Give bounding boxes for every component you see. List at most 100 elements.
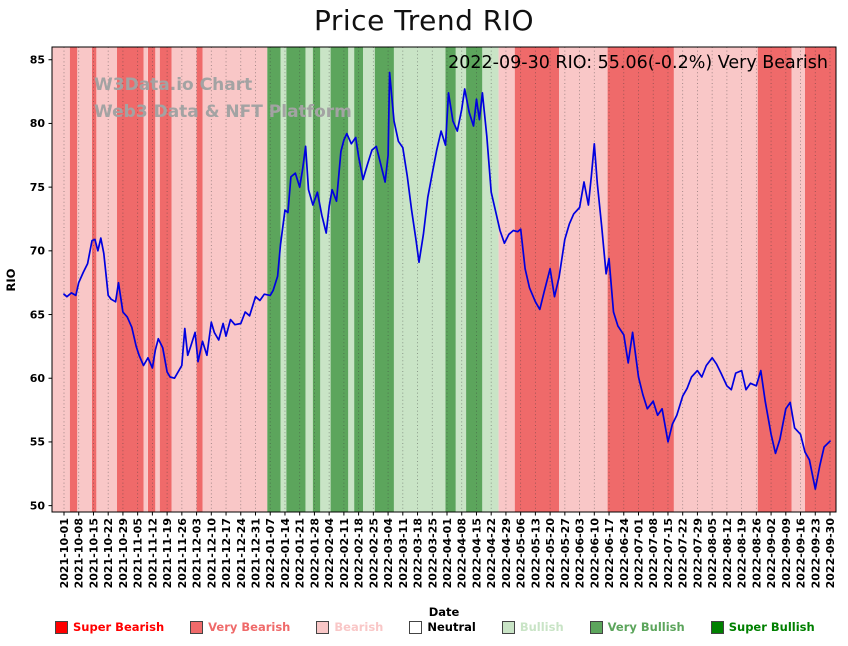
legend-label-very_bullish: Very Bullish [607, 620, 685, 634]
sentiment-band-very_bullish [466, 47, 483, 512]
x-tick-label: 2022-06-03 [574, 518, 587, 588]
x-tick-label: 2021-11-12 [146, 518, 159, 588]
legend-label-super_bullish: Super Bullish [728, 620, 815, 634]
sentiment-band-bullish [280, 47, 287, 512]
y-tick-label: 60 [30, 372, 46, 385]
sentiment-band-very_bullish [445, 47, 456, 512]
sentiment-band-very_bearish [159, 47, 172, 512]
sentiment-band-bullish [394, 47, 446, 512]
legend-label-neutral: Neutral [427, 620, 476, 634]
x-tick-label: 2022-04-01 [441, 518, 454, 588]
latest-value-annotation: 2022-09-30 RIO: 55.06(-0.2%) Very Bearis… [448, 53, 828, 73]
x-tick-label: 2021-10-01 [58, 518, 71, 588]
x-tick-label: 2022-09-16 [795, 518, 808, 589]
legend-item-neutral: Neutral [409, 620, 476, 634]
y-tick-label: 65 [30, 308, 45, 321]
x-tick-label: 2021-10-08 [73, 518, 86, 588]
legend-item-super_bullish: Super Bullish [710, 620, 815, 634]
x-tick-label: 2022-04-08 [456, 518, 469, 588]
x-tick-label: 2021-11-19 [161, 518, 174, 588]
x-tick-label: 2022-02-11 [338, 518, 351, 588]
sentiment-band-very_bullish [267, 47, 281, 512]
y-tick-label: 85 [30, 54, 45, 67]
x-tick-label: 2021-11-26 [176, 518, 189, 589]
sentiment-band-bullish [455, 47, 467, 512]
x-tick-label: 2022-03-25 [426, 518, 439, 588]
sentiment-band-bearish [559, 47, 608, 512]
x-tick-label: 2022-08-12 [721, 518, 734, 588]
y-axis-label: RIO [4, 268, 18, 291]
x-tick-label: 2022-03-11 [397, 518, 410, 588]
sentiment-band-bearish [498, 47, 515, 512]
x-tick-label: 2022-08-26 [750, 518, 763, 589]
x-tick-label: 2022-08-19 [736, 518, 749, 588]
sentiment-band-very_bearish [196, 47, 203, 512]
x-tick-label: 2022-07-01 [633, 518, 646, 588]
x-tick-label: 2021-12-31 [250, 518, 263, 588]
legend-label-bearish: Bearish [334, 620, 384, 634]
legend-swatch-very_bearish [190, 620, 204, 634]
x-tick-label: 2022-01-07 [264, 518, 277, 588]
x-tick-label: 2022-06-24 [618, 518, 631, 589]
x-tick-label: 2022-04-22 [485, 518, 498, 588]
x-tick-label: 2022-09-02 [765, 518, 778, 588]
chart-title: Price Trend RIO [314, 4, 534, 37]
y-tick-label: 55 [30, 436, 45, 449]
sentiment-band-bearish [155, 47, 160, 512]
x-tick-label: 2021-12-24 [235, 518, 248, 589]
legend-swatch-super_bullish [710, 620, 724, 634]
x-tick-label: 2022-08-05 [706, 518, 719, 588]
sentiment-band-bearish [77, 47, 92, 512]
x-tick-label: 2021-12-17 [220, 518, 233, 588]
legend-swatch-bearish [316, 620, 330, 634]
x-tick-label: 2022-07-15 [662, 518, 675, 588]
sentiment-band-bullish [320, 47, 331, 512]
sentiment-band-very_bearish [69, 47, 78, 512]
legend-item-bullish: Bullish [501, 620, 564, 634]
sentiment-band-bearish [171, 47, 197, 512]
price-line-layer [63, 71, 831, 490]
y-tick-label: 75 [30, 181, 45, 194]
sentiment-band-very_bullish [286, 47, 306, 512]
x-tick-label: 2022-05-27 [559, 518, 572, 588]
sentiment-band-bearish [202, 47, 268, 512]
sentiment-band-bullish [348, 47, 355, 512]
legend-item-very_bearish: Very Bearish [190, 620, 290, 634]
x-tick-label: 2022-05-13 [529, 518, 542, 588]
sentiment-band-bearish [673, 47, 758, 512]
legend-label-bullish: Bullish [519, 620, 564, 634]
legend-swatch-very_bullish [589, 620, 603, 634]
legend-swatch-bullish [501, 620, 515, 634]
plot-area: 2021-10-01 2021-10-08 2021-10-15 2021-10-22… [4, 46, 837, 619]
sentiment-band-very_bearish [92, 47, 97, 512]
sentiment-band-very_bullish [312, 47, 321, 512]
legend-item-very_bullish: Very Bullish [589, 620, 685, 634]
x-tick-label: 2022-02-25 [367, 518, 380, 588]
x-tick-label: 2022-04-15 [470, 518, 483, 588]
x-tick-label: 2022-07-29 [691, 518, 704, 588]
x-tick-label: 2022-02-04 [323, 518, 336, 589]
sentiment-band-bearish [791, 47, 805, 512]
x-tick-label: 2021-12-03 [191, 518, 204, 588]
sentiment-band-bullish [363, 47, 375, 512]
x-tick-label: 2022-05-20 [544, 518, 557, 589]
legend-swatch-super_bearish [55, 620, 68, 634]
sentiment-band-very_bearish [805, 47, 836, 512]
sentiment-band-bearish [52, 47, 70, 512]
x-tick-label: 2022-07-22 [677, 518, 690, 588]
x-tick-label: 2021-10-22 [102, 518, 115, 588]
price-line-RIO [63, 71, 831, 490]
x-tick-label: 2022-03-04 [382, 518, 395, 589]
x-tick-label: 2022-09-09 [780, 518, 793, 588]
sentiment-band-very_bearish [757, 47, 792, 512]
sentiment-band-very_bearish [117, 47, 144, 512]
x-tick-label: 2022-03-18 [412, 518, 425, 588]
x-tick-label: 2021-10-15 [87, 518, 100, 588]
x-tick-label: 2021-11-05 [132, 518, 145, 588]
x-tick-label: 2021-12-10 [205, 518, 218, 589]
x-tick-label: 2022-09-23 [809, 518, 822, 588]
plot-frame [51, 46, 837, 513]
x-tick-label: 2022-07-08 [647, 518, 660, 588]
legend-swatch-neutral [409, 620, 423, 634]
